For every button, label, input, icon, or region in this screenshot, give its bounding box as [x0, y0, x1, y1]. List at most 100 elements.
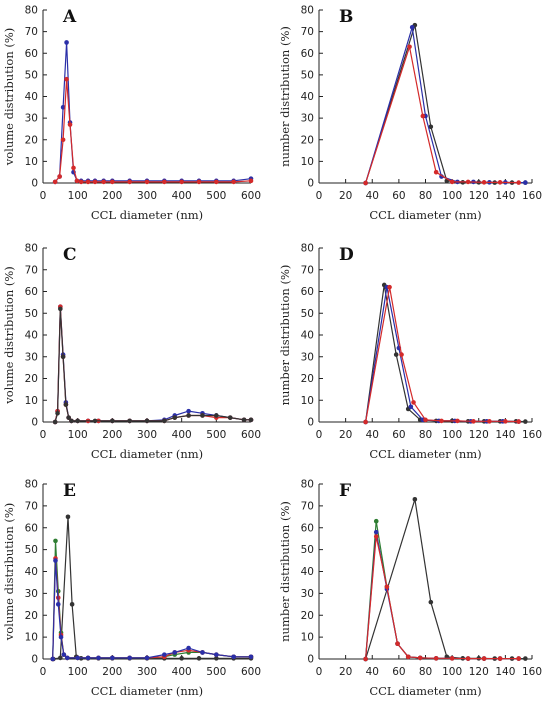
y-tick-label: 80 — [25, 243, 38, 255]
y-tick-label: 10 — [301, 156, 314, 168]
x-tick-label: 40 — [366, 190, 379, 202]
panel-F: 0 10 20 30 40 50 60 70 80 0 20 40 60 80 100 120 140 160 CC… — [278, 479, 542, 699]
data-point — [407, 44, 412, 50]
data-point — [409, 25, 415, 30]
data-point — [96, 655, 101, 661]
y-tick-label: 60 — [25, 48, 38, 60]
data-point — [127, 418, 132, 424]
data-point — [516, 180, 521, 185]
panel-letter: C — [63, 245, 77, 265]
data-point — [200, 650, 205, 655]
series-line — [54, 306, 251, 423]
y-tick-label: 50 — [301, 308, 314, 320]
y-tick-label: 60 — [25, 286, 38, 298]
data-point — [214, 656, 219, 661]
data-point — [393, 352, 399, 357]
y-tick-label: 0 — [307, 417, 314, 429]
data-point — [516, 656, 521, 661]
data-point — [186, 408, 191, 414]
x-tick-label: 200 — [102, 666, 122, 678]
y-tick-label: 30 — [25, 351, 38, 363]
x-tick-label: 40 — [366, 429, 379, 441]
y-tick-label: 80 — [301, 5, 314, 17]
data-point — [179, 656, 184, 661]
data-point — [110, 418, 115, 424]
x-tick-label: 160 — [522, 190, 542, 202]
x-tick-label: 500 — [206, 429, 226, 441]
x-tick-label: 120 — [469, 666, 489, 678]
data-point — [58, 634, 64, 640]
x-axis-label: CCL diameter (nm) — [91, 447, 203, 461]
y-tick-label: 30 — [301, 588, 314, 600]
panel-letter: B — [339, 7, 353, 27]
x-tick-label: 40 — [366, 666, 379, 678]
series-line — [365, 536, 519, 660]
data-point — [69, 602, 75, 607]
data-point — [55, 411, 60, 416]
data-point — [144, 655, 150, 661]
panel-letter: D — [339, 245, 354, 265]
data-point — [449, 179, 455, 185]
series-green — [50, 538, 254, 662]
data-point — [433, 656, 439, 661]
y-tick-label: 20 — [25, 134, 38, 146]
data-point — [85, 179, 91, 185]
x-tick-label: 100 — [68, 429, 88, 441]
data-point — [57, 174, 62, 179]
x-tick-label: 100 — [442, 429, 462, 441]
series-line — [365, 499, 526, 660]
y-tick-label: 20 — [301, 373, 314, 385]
data-point — [60, 354, 66, 360]
data-point — [50, 656, 56, 662]
data-point — [387, 284, 392, 290]
x-tick-label: 60 — [392, 190, 405, 202]
data-point — [420, 113, 426, 119]
x-axis-label: CCL diameter (nm) — [369, 447, 481, 461]
data-point — [144, 418, 150, 424]
series-line — [54, 42, 252, 183]
y-tick-label: 10 — [25, 156, 38, 168]
data-point — [516, 419, 521, 424]
data-point — [373, 518, 379, 524]
y-tick-label: 30 — [25, 588, 38, 600]
x-tick-label: 0 — [316, 190, 323, 202]
series-black — [363, 497, 528, 662]
y-tick-label: 40 — [301, 566, 314, 578]
series-blue — [52, 304, 254, 425]
data-point — [144, 179, 150, 185]
data-point — [428, 124, 434, 130]
x-tick-label: 0 — [316, 666, 323, 678]
panel-E: 0 10 20 30 40 50 60 70 80 0 100 200 300 400 500 600 CCL … — [2, 479, 261, 699]
y-tick-label: 80 — [25, 479, 38, 491]
y-tick-label: 20 — [25, 610, 38, 622]
data-point — [231, 654, 236, 660]
x-tick-label: 600 — [241, 429, 261, 441]
data-point — [428, 599, 434, 605]
data-point — [196, 656, 202, 661]
data-point — [449, 656, 455, 661]
x-axis-label: CCL diameter (nm) — [91, 208, 203, 222]
data-point — [60, 137, 66, 143]
y-tick-label: 50 — [301, 544, 314, 556]
data-point — [248, 417, 254, 423]
x-tick-label: 120 — [469, 190, 489, 202]
data-point — [61, 652, 67, 657]
y-tick-label: 80 — [301, 479, 314, 491]
y-tick-label: 10 — [301, 632, 314, 644]
data-point — [411, 400, 416, 405]
series-line — [365, 284, 526, 423]
y-tick-label: 30 — [301, 351, 314, 363]
panel-letter: A — [62, 7, 77, 27]
x-tick-label: 600 — [241, 666, 261, 678]
y-tick-label: 30 — [25, 113, 38, 125]
y-tick-label: 0 — [31, 417, 38, 429]
y-tick-label: 60 — [25, 522, 38, 534]
y-tick-label: 40 — [25, 330, 38, 342]
x-tick-label: 400 — [172, 666, 192, 678]
x-tick-label: 20 — [339, 666, 352, 678]
x-tick-label: 0 — [40, 429, 47, 441]
series-line — [54, 308, 251, 423]
data-point — [172, 415, 178, 420]
data-point — [75, 655, 80, 661]
